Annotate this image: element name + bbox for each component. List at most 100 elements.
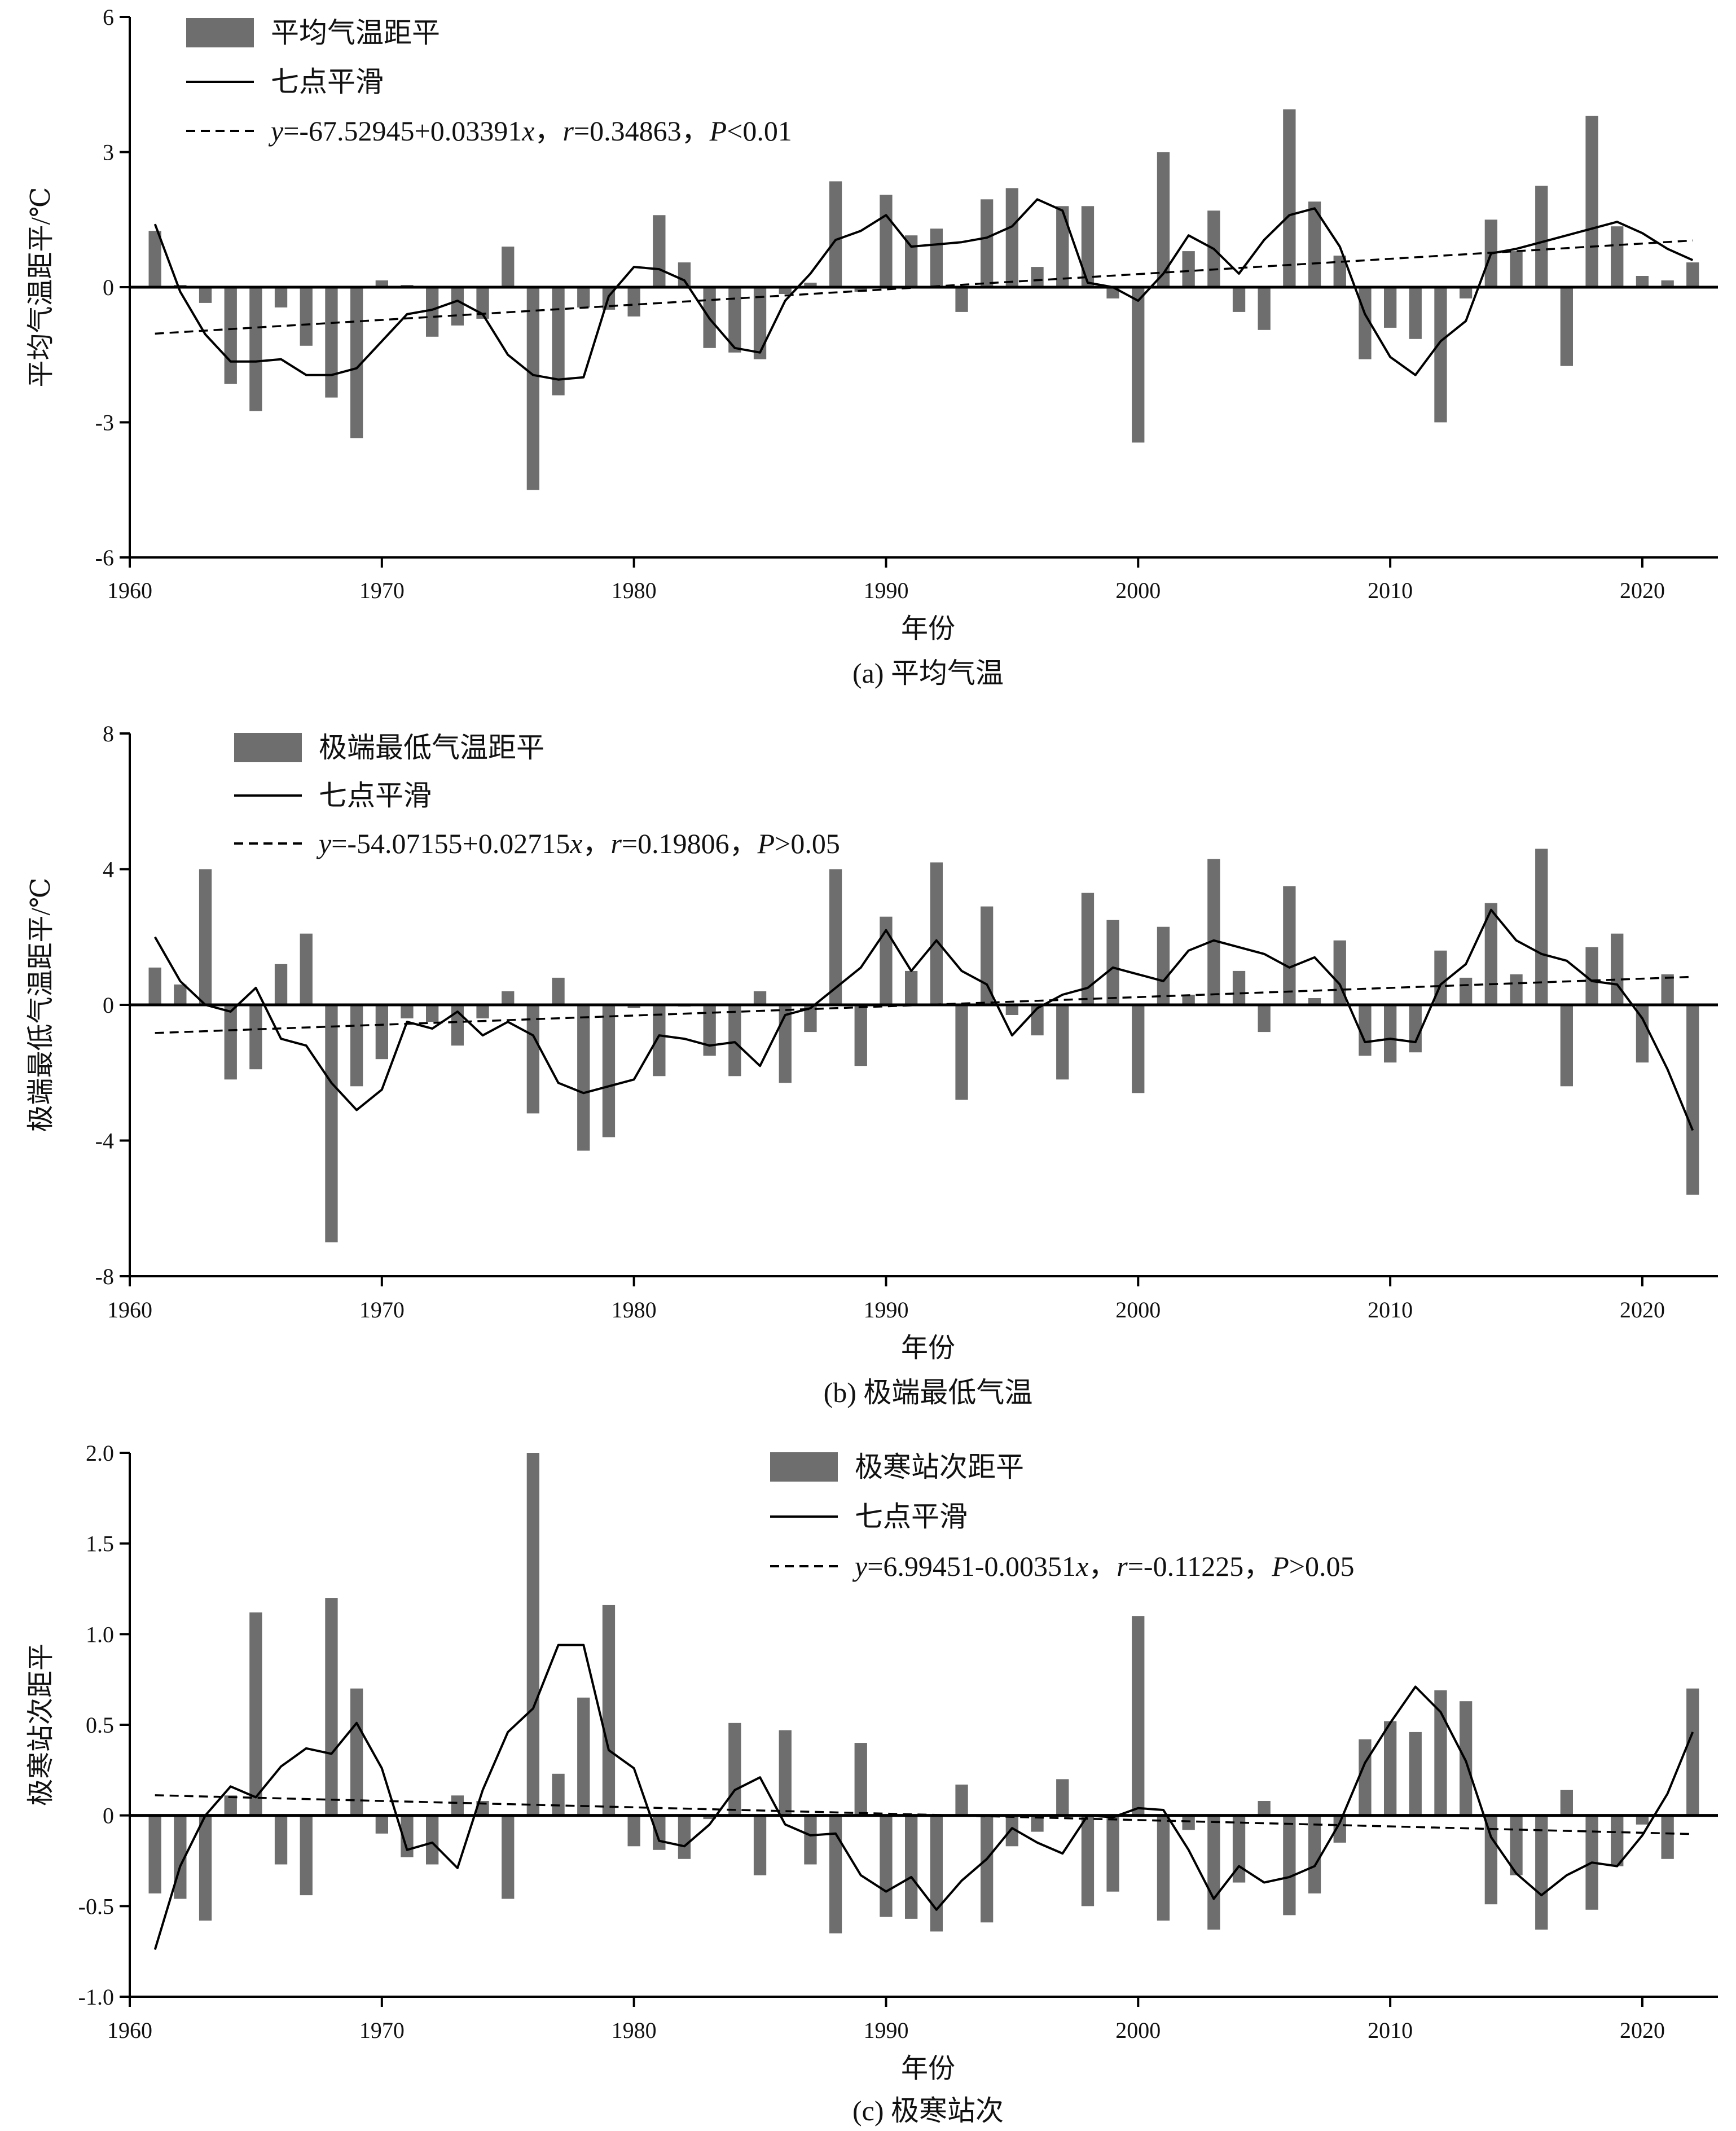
anomaly-bar [1182,1815,1195,1830]
legend-line-label: 七点平滑 [271,66,384,98]
legend-line-label: 七点平滑 [319,780,432,811]
anomaly-bar [274,964,288,1005]
y-tick-label: 0 [103,275,114,300]
anomaly-bar [1207,859,1220,1005]
anomaly-bar [1585,947,1598,1005]
anomaly-bar [779,1730,792,1816]
anomaly-bar [1132,287,1145,443]
anomaly-bar [1106,920,1119,1005]
y-tick-label: 1.0 [86,1622,114,1647]
trend-line [155,1794,1693,1835]
anomaly-bar [1031,267,1044,287]
anomaly-bar [829,181,842,287]
anomaly-bar [1636,276,1649,287]
anomaly-bar [930,1815,943,1932]
anomaly-bar [1661,280,1674,287]
y-tick-label: 2.0 [86,1440,114,1466]
x-tick-label: 1960 [107,1297,152,1322]
x-tick-label: 2010 [1368,578,1413,603]
legend-line-label: 七点平滑 [855,1501,968,1532]
anomaly-bar [401,1815,414,1857]
anomaly-bar [1333,1815,1346,1843]
anomaly-bar [728,287,741,353]
anomaly-bar [1460,977,1473,1005]
anomaly-bar [1510,251,1523,287]
anomaly-bar [350,1688,363,1816]
anomaly-bar [1409,287,1422,339]
y-tick-label: 0 [103,992,114,1018]
anomaly-bar [476,287,489,319]
anomaly-bar [1484,1815,1497,1905]
x-tick-label: 2000 [1115,1297,1161,1322]
anomaly-bar [1182,995,1195,1005]
y-axis-title: 平均气温距平/℃ [26,187,56,387]
chart-panel-2: -8 -4 0 4 8 1960 1970 1980 1990 2000 2010 2020 极端最低气… [26,721,1718,1408]
anomaly-bar [653,1005,666,1077]
anomaly-bar [1384,1721,1397,1816]
anomaly-bar [325,1005,338,1242]
anomaly-bar [779,287,792,294]
anomaly-bar [981,1815,994,1923]
anomaly-bar [249,287,262,411]
anomaly-bar [274,287,288,307]
anomaly-bar [602,1005,616,1137]
y-tick-label: 0 [103,1803,114,1829]
anomaly-bar [1384,287,1397,328]
legend-bar-swatch [186,18,254,47]
anomaly-bar [728,1723,741,1816]
anomaly-bar [829,1815,842,1934]
anomaly-bar [1535,1815,1548,1930]
legend-trend-label: y=-67.52945+0.03391x，r=0.34863，P<0.01 [268,115,792,147]
x-tick-label: 1970 [359,2018,405,2043]
anomaly-bar [174,984,187,1005]
x-axis-title: 年份 [901,1333,955,1363]
legend-bar-swatch [770,1452,838,1482]
anomaly-bar [829,869,842,1005]
anomaly-bar [779,1005,792,1083]
anomaly-bar [753,991,767,1005]
anomaly-bar [526,1005,539,1114]
anomaly-bar [1434,287,1447,423]
anomaly-bar [1005,188,1018,287]
anomaly-bar [375,1005,388,1060]
anomaly-bar [1535,849,1548,1005]
x-axis-title: 年份 [901,2054,955,2084]
x-tick-label: 2020 [1620,2018,1665,2043]
x-tick-label: 2000 [1115,578,1161,603]
anomaly-bar [1359,1739,1372,1816]
anomaly-bar [753,287,767,359]
y-tick-label: -3 [95,410,114,436]
x-tick-label: 1970 [359,578,405,603]
y-tick-label: -0.5 [78,1893,114,1919]
anomaly-bar [1686,1688,1699,1816]
anomaly-bar [1157,152,1170,287]
anomaly-bar [1560,1790,1573,1816]
anomaly-bar [955,1005,968,1100]
anomaly-bar [148,1815,161,1893]
anomaly-bar [854,287,867,292]
anomaly-bar [199,1815,212,1921]
anomaly-bar [627,287,640,317]
trend-line [155,239,1693,335]
anomaly-bar [1611,933,1624,1005]
anomaly-bar [1460,287,1473,298]
smoothed-line [153,908,1694,1131]
anomaly-bar [148,967,161,1005]
anomaly-bar [1258,1801,1271,1816]
anomaly-bar [1384,1005,1397,1063]
anomaly-bar [1308,201,1321,287]
anomaly-bar [476,1005,489,1018]
anomaly-bar [1207,1815,1220,1930]
y-tick-label: 4 [103,857,114,882]
legend-bar-swatch [234,733,302,762]
anomaly-bar [1157,926,1170,1005]
y-axis-title: 极寒站次距平 [26,1644,56,1806]
anomaly-bar [552,977,565,1005]
anomaly-bar [502,1815,515,1899]
chart-panel-3: -1.0 -0.5 0 0.5 1.0 1.5 2.0 1960 1970 1980 1990 200… [26,1440,1718,2126]
panel-caption: (c) 极寒站次 [852,2095,1004,2126]
anomaly-bar [981,906,994,1005]
legend-bar-label: 极寒站次距平 [855,1451,1024,1483]
